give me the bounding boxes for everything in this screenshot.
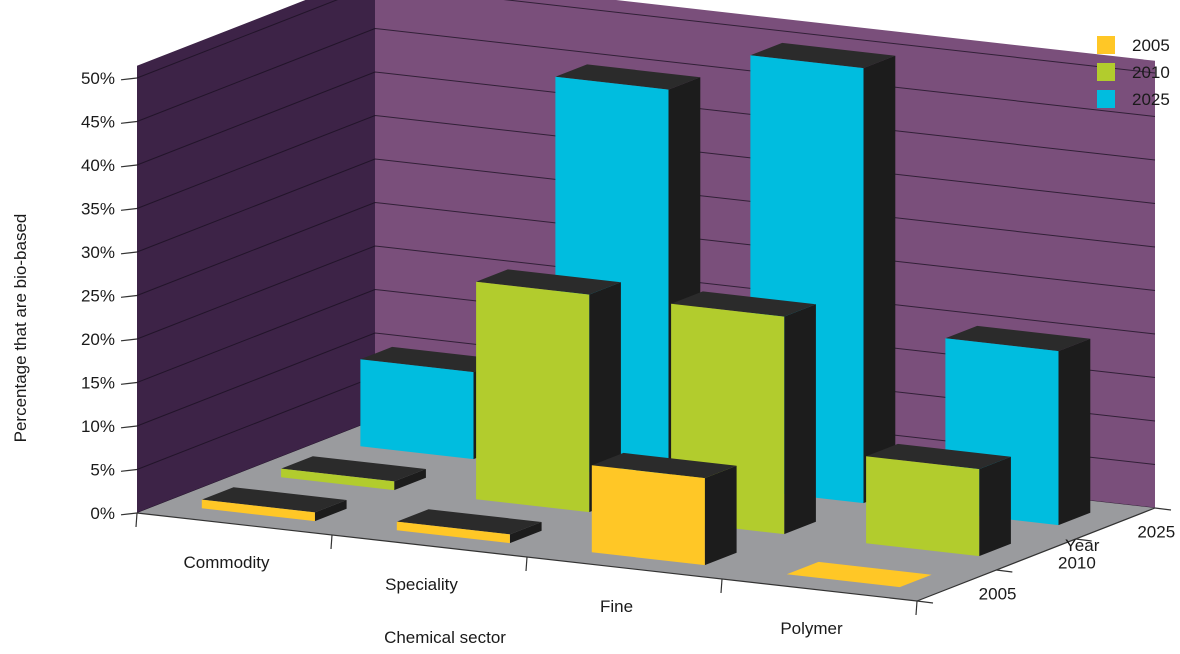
bar-side <box>314 500 347 522</box>
depth-tick-mark <box>916 600 934 604</box>
bar-top <box>281 456 426 482</box>
legend-label: 2010 <box>1132 63 1170 82</box>
depth-tick-label: 2005 <box>979 585 1017 604</box>
y-tick-label: 25% <box>81 287 115 306</box>
y-tick-label: 20% <box>81 330 115 349</box>
bar-top <box>671 291 816 317</box>
y-axis-title: Percentage that are bio-based <box>11 214 30 443</box>
y-tick-mark <box>120 338 138 342</box>
depth-axis-line <box>916 507 1156 602</box>
bars <box>201 42 1091 588</box>
y-tick-label: 5% <box>90 461 115 480</box>
x-tick-label: Commodity <box>184 553 270 572</box>
y-tick-label: 40% <box>81 156 115 175</box>
bar-side <box>704 465 737 566</box>
bar-front <box>476 281 590 513</box>
legend-swatch <box>1097 36 1115 54</box>
gridline <box>136 0 1156 79</box>
legend-swatch <box>1097 90 1115 108</box>
bar-top <box>750 42 896 69</box>
y-tick-mark <box>120 468 138 472</box>
bar-top <box>591 452 737 479</box>
y-tick-label: 35% <box>81 200 115 219</box>
bar-2010-speciality <box>476 269 621 513</box>
bar-side <box>589 282 621 513</box>
x-tick-label: Speciality <box>385 575 458 594</box>
axis-labels: 0% 5% 10% 15% 20% 25% 30% 35% 40% 45% 50% Commodity… <box>81 69 1175 638</box>
x-tick-mark <box>525 556 528 572</box>
y-tick-mark <box>120 425 138 429</box>
y-tick-label: 45% <box>81 113 115 132</box>
bar-top <box>201 487 347 513</box>
bar-side <box>784 304 816 535</box>
bar-top <box>866 443 1011 470</box>
bar-2005-polymer <box>786 561 932 588</box>
depth-tick-mark <box>996 569 1013 573</box>
depth-axis-title: Year <box>1065 536 1100 555</box>
bar-front <box>360 359 474 460</box>
y-tick-mark <box>120 381 138 385</box>
bar-side <box>509 522 542 544</box>
y-tick-label: 10% <box>81 417 115 436</box>
x-axis-title: Chemical sector <box>384 628 506 647</box>
bar-front <box>866 456 980 557</box>
depth-tick-label: 2025 <box>1137 523 1175 542</box>
side-wall <box>137 0 375 513</box>
y-tick-label: 0% <box>90 504 115 523</box>
y-tick-mark <box>120 77 138 81</box>
bar-top <box>396 509 542 535</box>
legend: 2005 2010 2025 <box>1097 36 1170 109</box>
legend-label: 2005 <box>1132 36 1170 55</box>
depth-tick-mark <box>1154 507 1172 511</box>
bar-2010-commodity <box>281 456 426 491</box>
bar-top <box>555 64 701 90</box>
x-tick-label: Polymer <box>780 619 843 638</box>
x-tick-mark <box>915 600 918 616</box>
y-tick-mark <box>120 251 138 255</box>
bar-front <box>396 521 510 544</box>
y-tick-label: 30% <box>81 243 115 262</box>
bar-top <box>360 346 506 373</box>
bar-2010-polymer <box>866 443 1011 557</box>
bar-2025-polymer <box>945 325 1091 526</box>
bar-top <box>945 325 1091 352</box>
bar-front <box>591 465 705 566</box>
y-tick-mark <box>120 207 138 211</box>
y-tick-mark <box>120 294 138 298</box>
bar-2005-fine <box>591 452 737 566</box>
y-tick-label: 15% <box>81 374 115 393</box>
x-tick-mark <box>135 512 138 528</box>
bar-top <box>786 561 932 588</box>
y-tick-mark <box>120 512 138 516</box>
y-tick-mark <box>120 120 138 124</box>
bar-side <box>1058 338 1091 526</box>
depth-tick-label: 2010 <box>1058 554 1096 573</box>
x-tick-mark <box>330 534 333 550</box>
x-tick-label: Fine <box>600 597 633 616</box>
bar-side <box>863 55 896 504</box>
bar-2005-commodity <box>201 487 347 522</box>
y-tick-mark <box>120 164 138 168</box>
axes <box>120 77 1172 616</box>
bar-front <box>281 468 395 491</box>
bar-front <box>201 499 315 522</box>
bar-side <box>979 456 1011 557</box>
x-tick-mark <box>720 578 723 594</box>
bar-top <box>476 269 621 295</box>
bar-2005-speciality <box>396 509 542 544</box>
y-tick-label: 50% <box>81 69 115 88</box>
bar-side <box>394 469 426 491</box>
legend-label: 2025 <box>1132 90 1170 109</box>
depth-tick-mark <box>1075 538 1092 542</box>
legend-swatch <box>1097 63 1115 81</box>
